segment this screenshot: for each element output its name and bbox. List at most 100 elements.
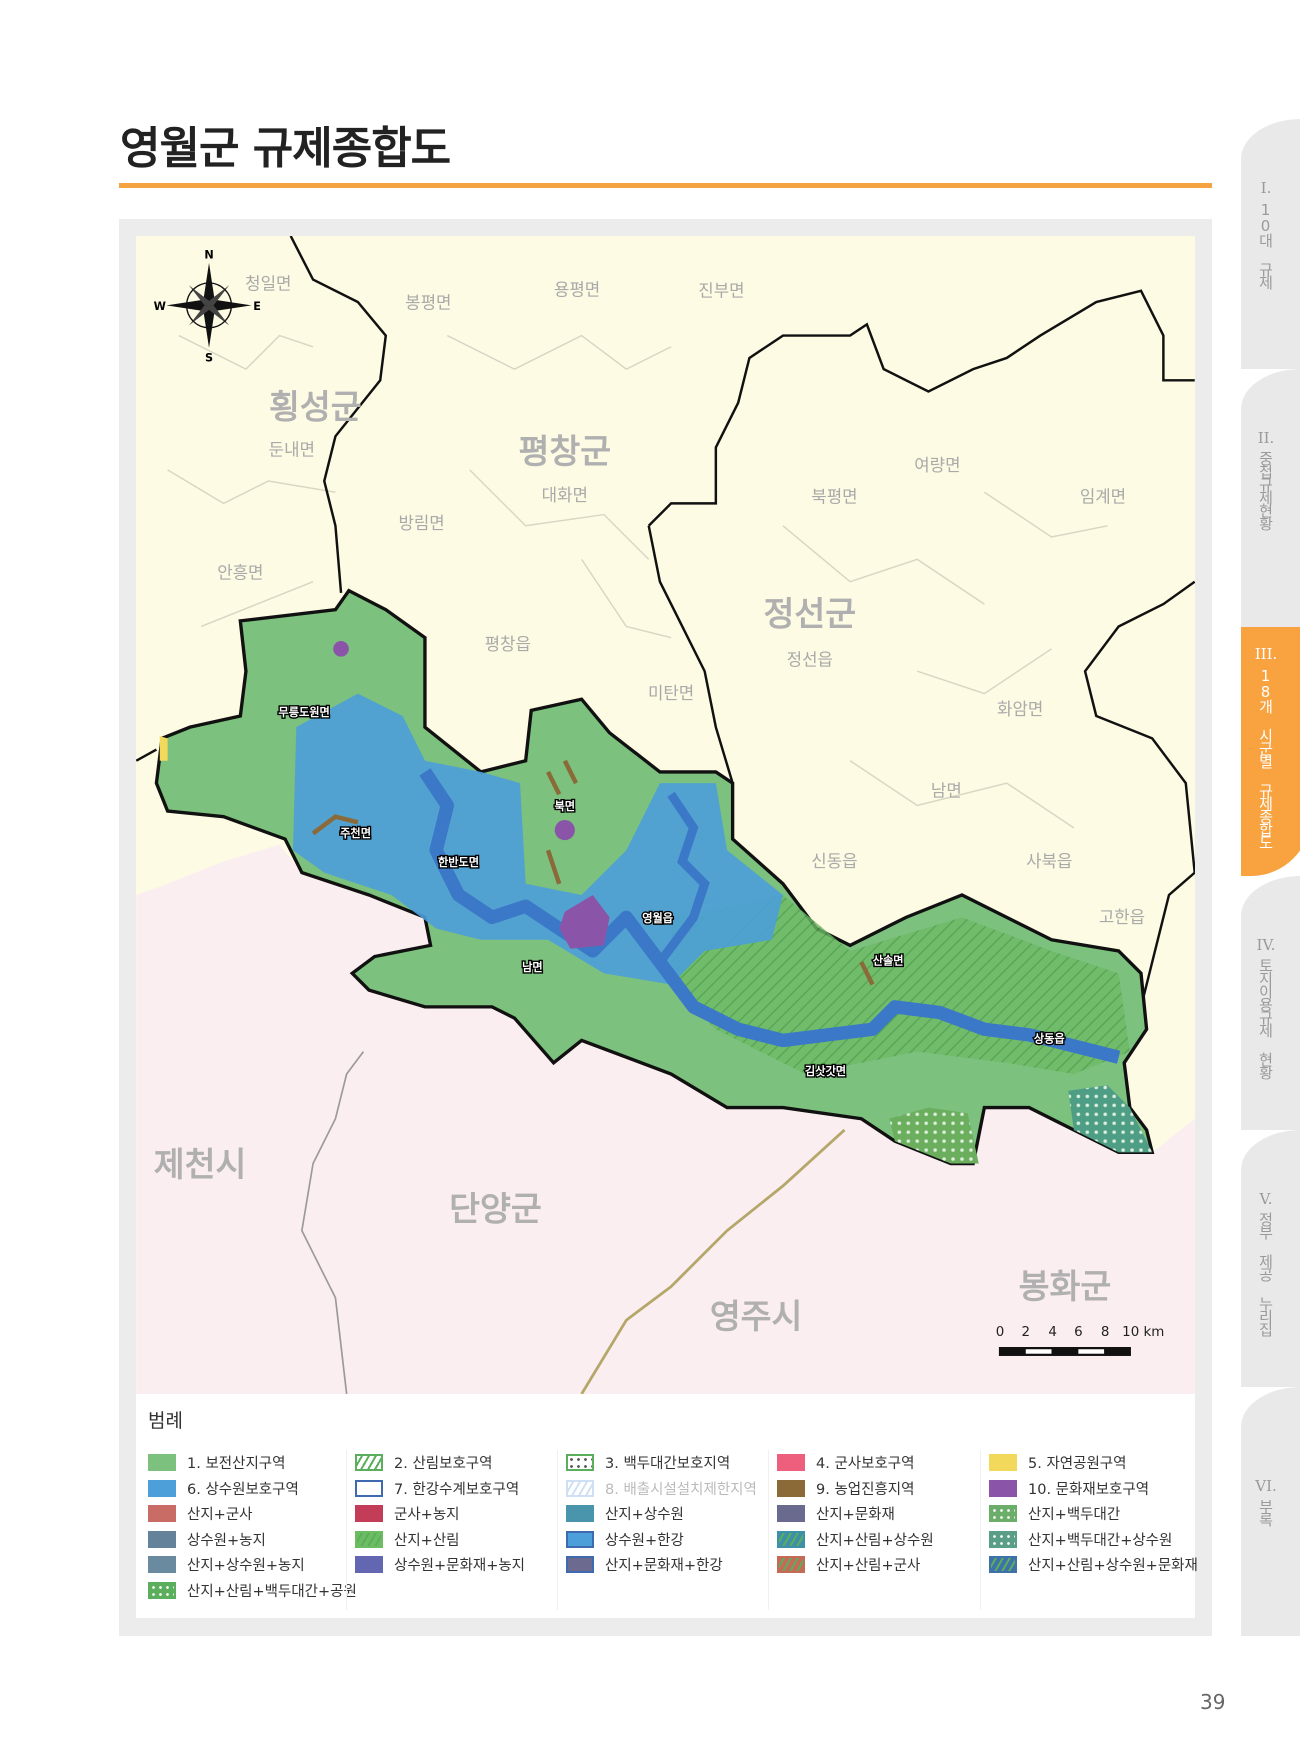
legend-swatch <box>566 1530 594 1548</box>
legend-label: 산지+백두대간 <box>1028 1507 1121 1524</box>
region-label: 평창군 <box>519 432 612 471</box>
chapter-tab-label: 부록 <box>1256 1499 1275 1525</box>
chapter-tab-6[interactable]: VI. 부록 <box>1241 1387 1300 1636</box>
legend-swatch <box>777 1556 805 1574</box>
legend-label: 상수원+농지 <box>187 1532 266 1549</box>
legend-label: 산지+문화재 <box>816 1507 895 1524</box>
river-tributary <box>656 791 710 965</box>
town-label: 진부면 <box>698 280 744 300</box>
legend-item: 4. 군사보호구역 <box>777 1450 977 1476</box>
legend-swatch <box>566 1505 594 1523</box>
town-label: 봉평면 <box>405 293 451 313</box>
legend-label: 상수원+한강 <box>605 1532 684 1549</box>
legend-label: 산지+군사 <box>187 1507 253 1524</box>
legend-title: 범례 <box>148 1410 183 1432</box>
legend-swatch <box>355 1479 383 1497</box>
legend-swatch <box>777 1505 805 1523</box>
yeongwol-town-label: 한반도면 <box>438 855 479 869</box>
compass-w: W <box>154 300 166 313</box>
map-svg: N S E W 횡성군 평창군 정선군 제천시 단양군 영주시 봉화군 청일면 … <box>136 236 1195 1394</box>
town-label: 고한읍 <box>1099 907 1145 927</box>
legend-item: 10. 문화재보호구역 <box>989 1476 1189 1502</box>
legend-label: 8. 배출시설설치제한지역 <box>605 1481 757 1498</box>
chapter-tab-1[interactable]: I. 10대 규제 <box>1241 119 1300 369</box>
legend-label: 산지+산림+백두대간+공원 <box>187 1583 357 1600</box>
legend-column: 1. 보전산지구역 6. 상수원보호구역 산지+군사 상수원+농지 산지+상수원+농지 산… <box>140 1450 357 1610</box>
region-label: 정선군 <box>764 594 857 633</box>
chapter-tab-number: I. <box>1260 179 1272 197</box>
title-underline <box>119 183 1212 188</box>
legend-swatch <box>989 1479 1017 1497</box>
legend-item: 산지+산림+상수원+문화재 <box>989 1552 1198 1578</box>
regulation-map: N S E W 횡성군 평창군 정선군 제천시 단양군 영주시 봉화군 청일면 … <box>136 236 1195 1394</box>
legend-item: 상수원+농지 <box>148 1527 348 1553</box>
scale-tick: 2 <box>1022 1325 1031 1340</box>
legend-label: 7. 한강수계보호구역 <box>394 1481 520 1498</box>
compass-e: E <box>253 300 261 313</box>
yeongwol-town-label: 남면 <box>522 960 543 974</box>
town-label: 대화면 <box>542 485 588 505</box>
legend-label: 2. 산림보호구역 <box>394 1456 493 1473</box>
legend-swatch <box>355 1556 383 1574</box>
legend-swatch <box>148 1454 176 1472</box>
water-protection-area <box>292 693 783 985</box>
town-label: 정선읍 <box>787 650 833 670</box>
chapter-tab-label: 18개 시군별 규제종합도 <box>1256 667 1275 848</box>
yeongwol-town-label: 영월읍 <box>642 911 673 925</box>
scale-tick: 0 <box>996 1325 1005 1340</box>
legend-label: 군사+농지 <box>394 1507 460 1524</box>
legend-item: 산지+산림+백두대간+공원 <box>148 1578 357 1604</box>
baekdudaegan-area <box>889 1107 979 1164</box>
yeongwol-town-label: 무릉도원면 <box>278 705 329 719</box>
legend-item: 군사+농지 <box>355 1501 555 1527</box>
chapter-tab-5[interactable]: V. 정부 제공 누리집 <box>1241 1130 1300 1387</box>
legend-swatch <box>777 1479 805 1497</box>
town-label: 평창읍 <box>485 634 531 654</box>
yeongwol-town-label: 상동읍 <box>1034 1032 1065 1046</box>
legend-label: 산지+산림 <box>394 1532 460 1549</box>
legend-swatch <box>355 1454 383 1472</box>
yeongwol-town-label: 북면 <box>555 799 576 813</box>
legend-item: 9. 농업진흥지역 <box>777 1476 977 1502</box>
legend-label: 산지+상수원 <box>605 1507 684 1524</box>
town-label: 안흥면 <box>217 562 263 582</box>
chapter-tab-number: V. <box>1259 1190 1273 1208</box>
cultural-heritage-area <box>559 894 610 949</box>
scale-tick: 4 <box>1048 1325 1057 1340</box>
legend-item: 산지+상수원 <box>566 1501 766 1527</box>
legend-label: 산지+산림+상수원 <box>816 1532 934 1549</box>
chapter-tab-label: 정부 제공 누리집 <box>1256 1212 1275 1335</box>
county-borders <box>136 236 1195 1008</box>
town-label: 남면 <box>931 781 962 801</box>
legend-item: 산지+문화재+한강 <box>566 1552 766 1578</box>
legend-swatch <box>777 1530 805 1548</box>
legend-column: 4. 군사보호구역 9. 농업진흥지역 산지+문화재 산지+산림+상수원 산지+산림+군… <box>768 1450 977 1610</box>
chapter-tab-4[interactable]: IV. 토지이용규제 현황 <box>1241 876 1300 1130</box>
legend-item: 3. 백두대간보호지역 <box>566 1450 766 1476</box>
town-label: 미탄면 <box>648 683 694 703</box>
chapter-tab-number: II. <box>1257 429 1275 447</box>
compass-n: N <box>204 248 213 261</box>
chapter-tab-2[interactable]: II. 중첩규제현황 <box>1241 369 1300 627</box>
han-river <box>419 768 1121 1064</box>
legend-swatch <box>989 1530 1017 1548</box>
chapter-tab-number: VI. <box>1255 1477 1277 1495</box>
compass-s: S <box>205 351 213 364</box>
town-label: 여량면 <box>914 455 960 475</box>
yeongwol-town-label: 주천면 <box>340 826 371 840</box>
legend-item: 산지+군사 <box>148 1501 348 1527</box>
legend-swatch <box>355 1530 383 1548</box>
legend-item: 2. 산림보호구역 <box>355 1450 555 1476</box>
town-label: 청일면 <box>245 274 291 294</box>
legend-item: 상수원+문화재+농지 <box>355 1552 555 1578</box>
cultural-heritage-spot <box>554 820 575 841</box>
legend-swatch <box>566 1556 594 1574</box>
region-label: 단양군 <box>449 1190 542 1229</box>
legend-item: 산지+백두대간+상수원 <box>989 1527 1189 1553</box>
legend-item: 상수원+한강 <box>566 1527 766 1553</box>
chapter-tab-3[interactable]: III. 18개 시군별 규제종합도 <box>1241 627 1300 876</box>
town-label: 화암면 <box>997 699 1043 719</box>
legend-label: 상수원+문화재+농지 <box>394 1558 526 1575</box>
